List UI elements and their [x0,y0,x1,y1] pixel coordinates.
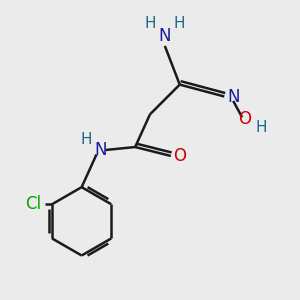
Text: H: H [256,120,267,135]
Text: O: O [238,110,252,128]
Text: H: H [174,16,185,31]
Text: O: O [173,147,186,165]
Text: Cl: Cl [25,195,41,213]
Text: N: N [227,88,239,106]
Text: H: H [144,16,156,31]
Text: H: H [80,132,92,147]
Text: N: N [159,27,171,45]
Text: N: N [95,141,107,159]
